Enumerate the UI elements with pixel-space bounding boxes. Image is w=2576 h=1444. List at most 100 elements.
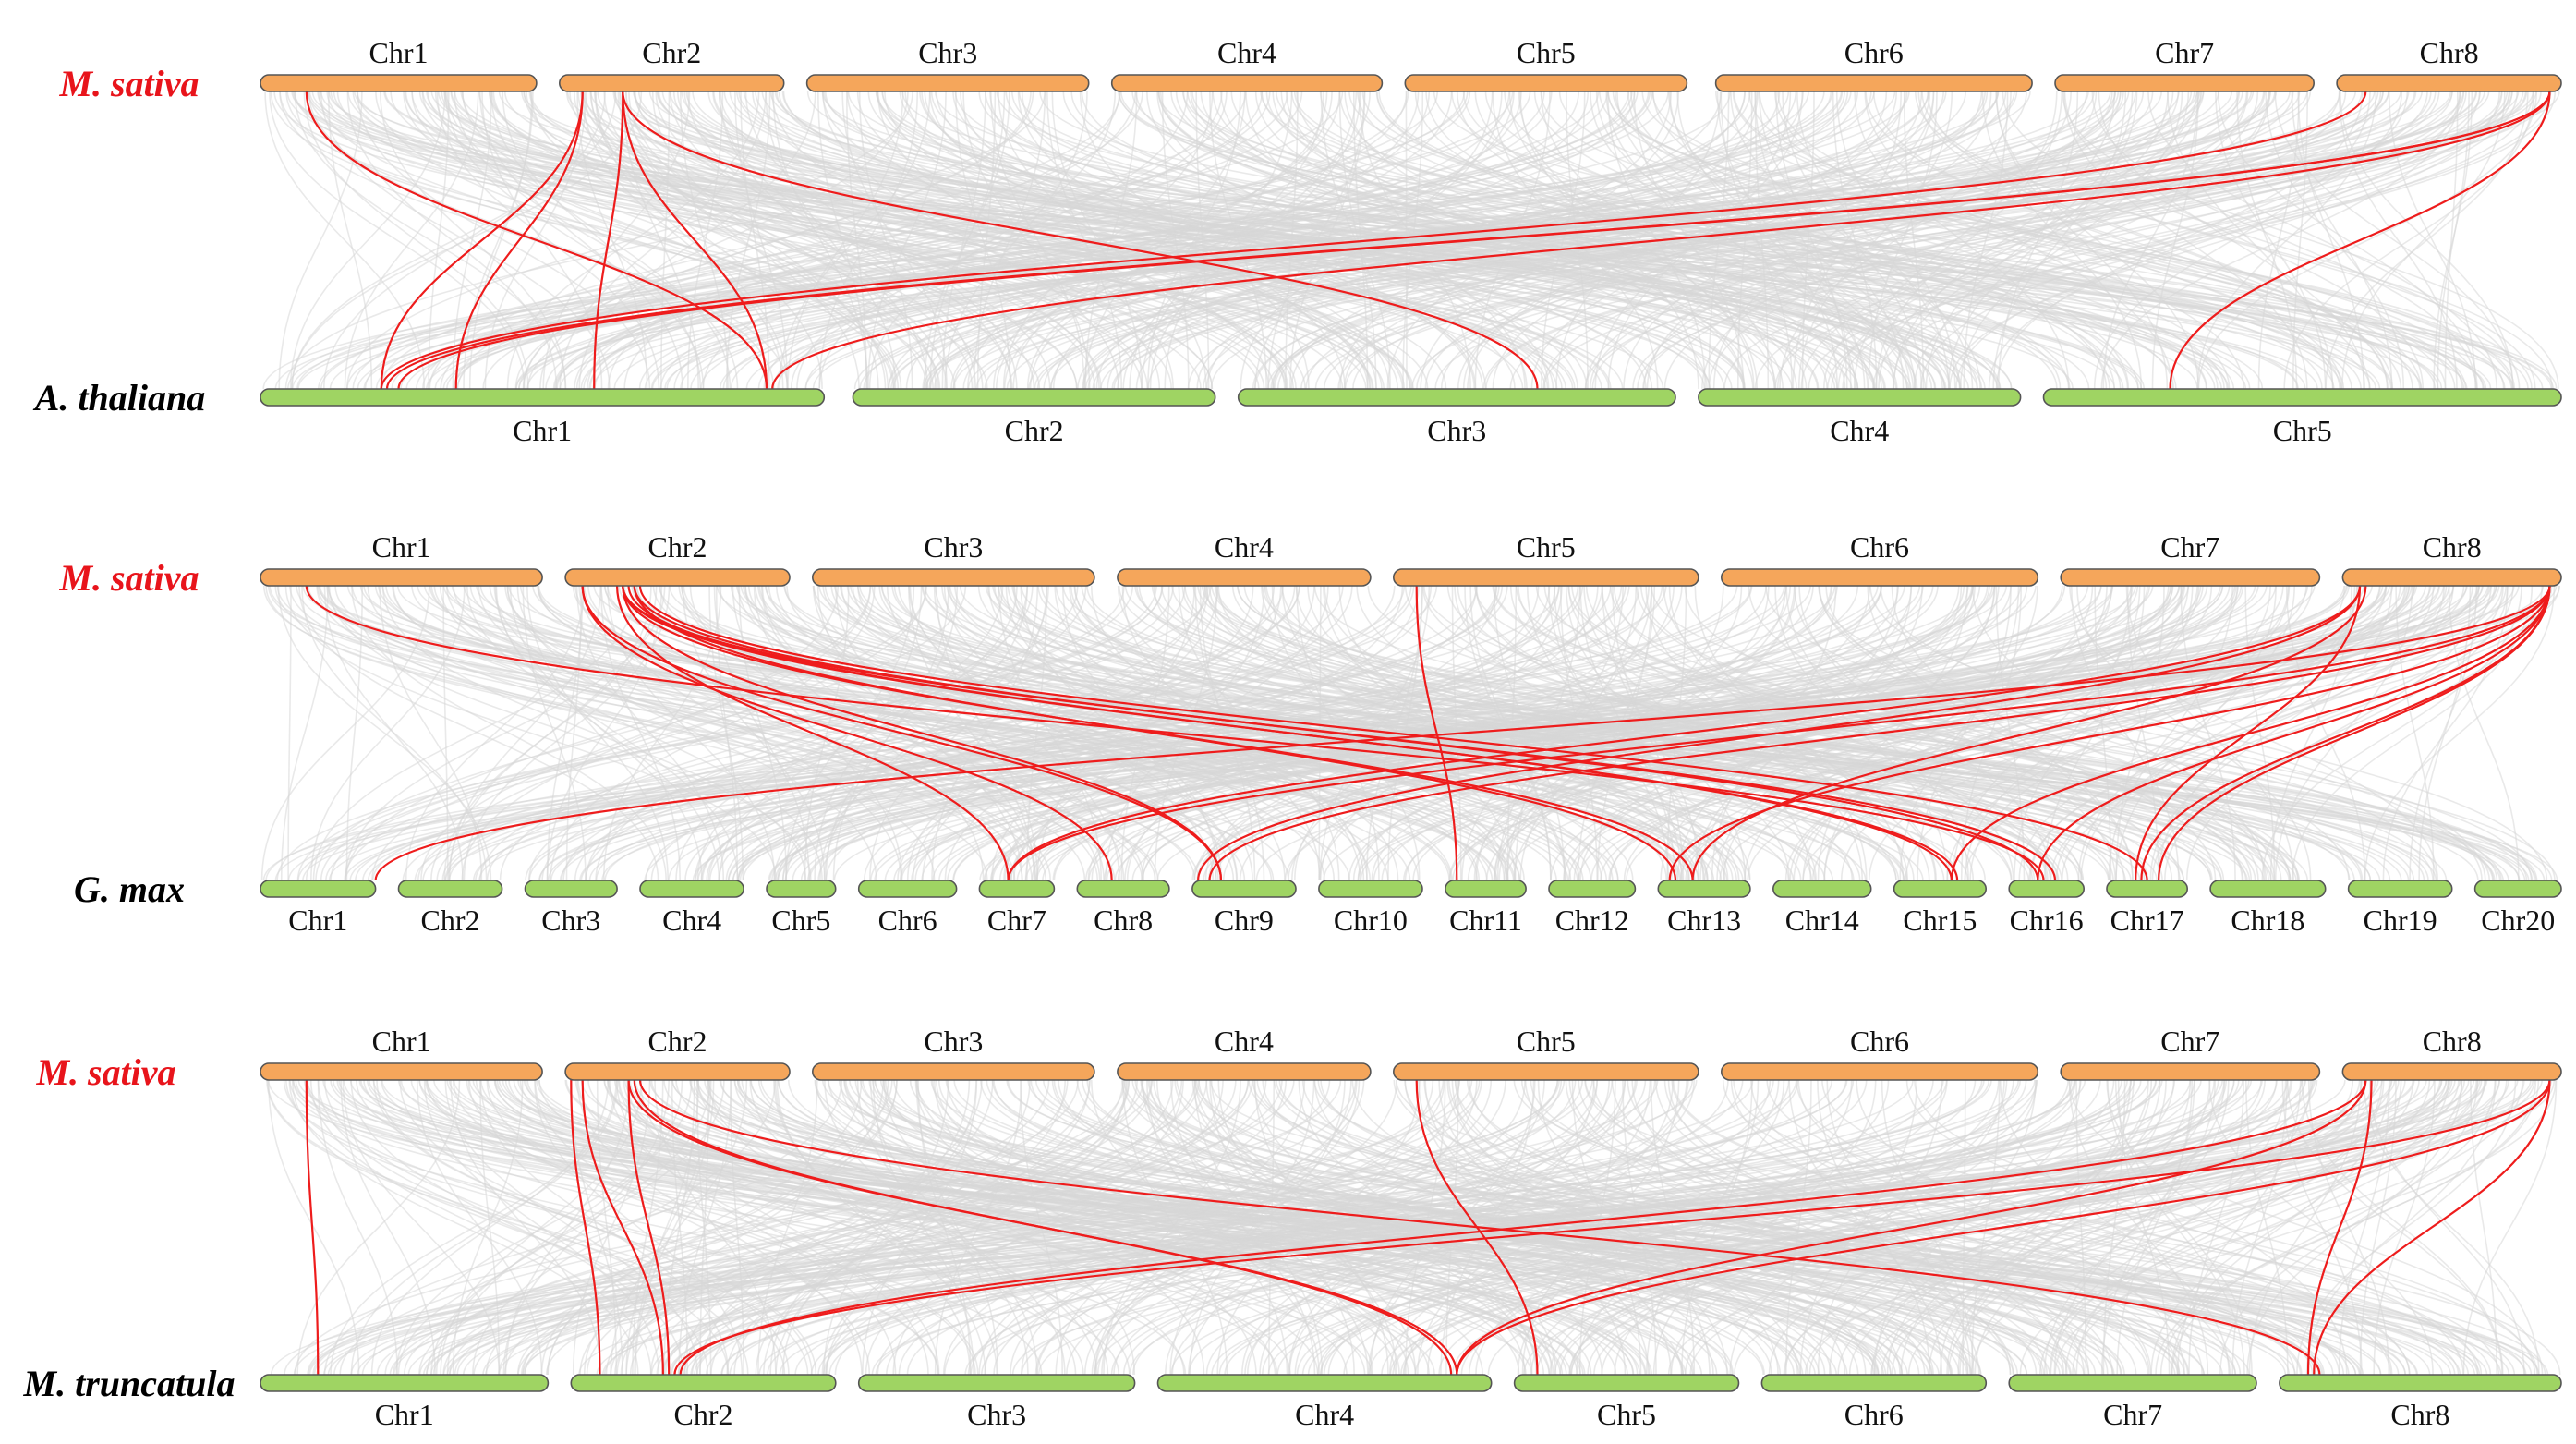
target-chromosome-label: Chr20 — [2481, 904, 2555, 937]
background-link — [1684, 1079, 2266, 1376]
background-link — [1872, 91, 2371, 390]
background-link — [1981, 91, 2143, 390]
background-link — [303, 1079, 1703, 1376]
background-link — [379, 585, 483, 881]
background-link — [583, 91, 1731, 390]
background-link — [2338, 1079, 2390, 1376]
highlight-link — [454, 91, 584, 390]
background-link — [919, 91, 1647, 390]
background-link — [1438, 1079, 2235, 1376]
background-link — [1003, 585, 1404, 881]
background-link — [1193, 1079, 1324, 1376]
target-chromosome-bar — [857, 1374, 1136, 1392]
background-link — [2325, 91, 2529, 390]
query-chromosome-label: Chr6 — [1850, 1025, 1909, 1058]
background-link — [765, 91, 897, 390]
background-link — [655, 91, 1100, 390]
background-link — [847, 91, 2335, 390]
query-chromosome-bar — [2054, 74, 2316, 92]
background-link — [1765, 585, 2438, 881]
query-chromosome-bar — [1393, 1062, 1699, 1081]
background-link — [781, 91, 1819, 390]
background-link — [2236, 91, 2298, 390]
highlight-link — [622, 91, 768, 390]
background-link — [323, 91, 606, 390]
background-link — [537, 585, 1450, 881]
background-link — [1317, 1079, 2242, 1376]
background-link — [1244, 1079, 1772, 1376]
background-link — [792, 585, 2224, 881]
background-link — [1817, 585, 1968, 881]
background-link — [1461, 585, 1652, 881]
background-link — [485, 1079, 1050, 1376]
background-link — [924, 585, 2496, 881]
background-link — [296, 1079, 461, 1376]
highlight-link — [593, 91, 624, 390]
background-link — [814, 585, 923, 881]
background-link — [1509, 91, 2340, 390]
background-link — [1540, 91, 2340, 390]
background-link — [2167, 91, 2334, 390]
background-link — [1631, 1079, 1980, 1376]
target-chromosome-label: Chr8 — [2390, 1398, 2449, 1431]
background-link — [1992, 91, 2127, 390]
background-link — [1732, 91, 2413, 390]
target-chromosome-bar — [524, 880, 618, 898]
background-link — [2261, 585, 2522, 881]
background-link — [442, 1079, 1200, 1376]
background-link — [1474, 585, 2434, 881]
background-link — [1652, 91, 2130, 390]
background-link — [2147, 91, 2497, 390]
background-link — [504, 585, 1246, 881]
background-link — [2364, 585, 2556, 881]
highlight-link — [1007, 585, 2551, 881]
query-chromosome-bar — [2341, 568, 2562, 587]
background-link — [542, 91, 691, 390]
background-link — [616, 1079, 897, 1376]
query-chromosome-label: Chr6 — [1850, 530, 1909, 564]
background-link — [390, 91, 1265, 390]
background-link — [2444, 91, 2459, 390]
background-link — [444, 585, 1738, 881]
background-link — [1482, 91, 2440, 390]
background-link — [1313, 1079, 2345, 1376]
background-link — [984, 1079, 1445, 1376]
background-link — [555, 91, 1825, 390]
query-chromosome-label: Chr1 — [369, 36, 429, 69]
background-link — [2043, 1079, 2230, 1376]
query-chromosome-label: Chr2 — [648, 1025, 707, 1058]
background-link — [350, 1079, 619, 1376]
background-link — [2297, 91, 2364, 390]
background-link — [1823, 585, 2108, 881]
background-link — [309, 1079, 652, 1376]
target-chromosome-bar — [1445, 880, 1527, 898]
target-chromosome-label: Chr8 — [1094, 904, 1153, 937]
background-link — [381, 91, 2255, 390]
background-link — [613, 91, 2278, 390]
query-chromosome-label: Chr8 — [2423, 530, 2482, 564]
background-link — [462, 91, 941, 390]
background-link — [1475, 1079, 1890, 1376]
background-link — [1768, 1079, 2175, 1376]
background-link — [825, 585, 1627, 881]
background-link — [1864, 91, 2173, 390]
background-link — [698, 1079, 994, 1376]
query-chromosome-label: Chr3 — [924, 530, 983, 564]
query-chromosome-label: Chr7 — [2160, 1025, 2219, 1058]
background-link — [659, 91, 1608, 390]
background-link — [1215, 585, 2292, 881]
query-chromosome-bar — [2341, 1062, 2562, 1081]
target-chromosome-label: Chr2 — [674, 1398, 733, 1431]
highlight-link — [305, 585, 2045, 881]
target-chromosome-label: Chr5 — [771, 904, 830, 937]
query-chromosome-label: Chr1 — [372, 530, 431, 564]
highlight-link — [1007, 585, 2362, 881]
background-synteny-links — [260, 585, 2560, 881]
background-link — [1835, 91, 1956, 390]
highlight-link — [380, 91, 2367, 390]
background-link — [1793, 585, 2200, 881]
background-link — [1837, 1079, 2376, 1376]
background-link — [858, 91, 913, 390]
target-chromosome-bar — [2008, 880, 2085, 898]
